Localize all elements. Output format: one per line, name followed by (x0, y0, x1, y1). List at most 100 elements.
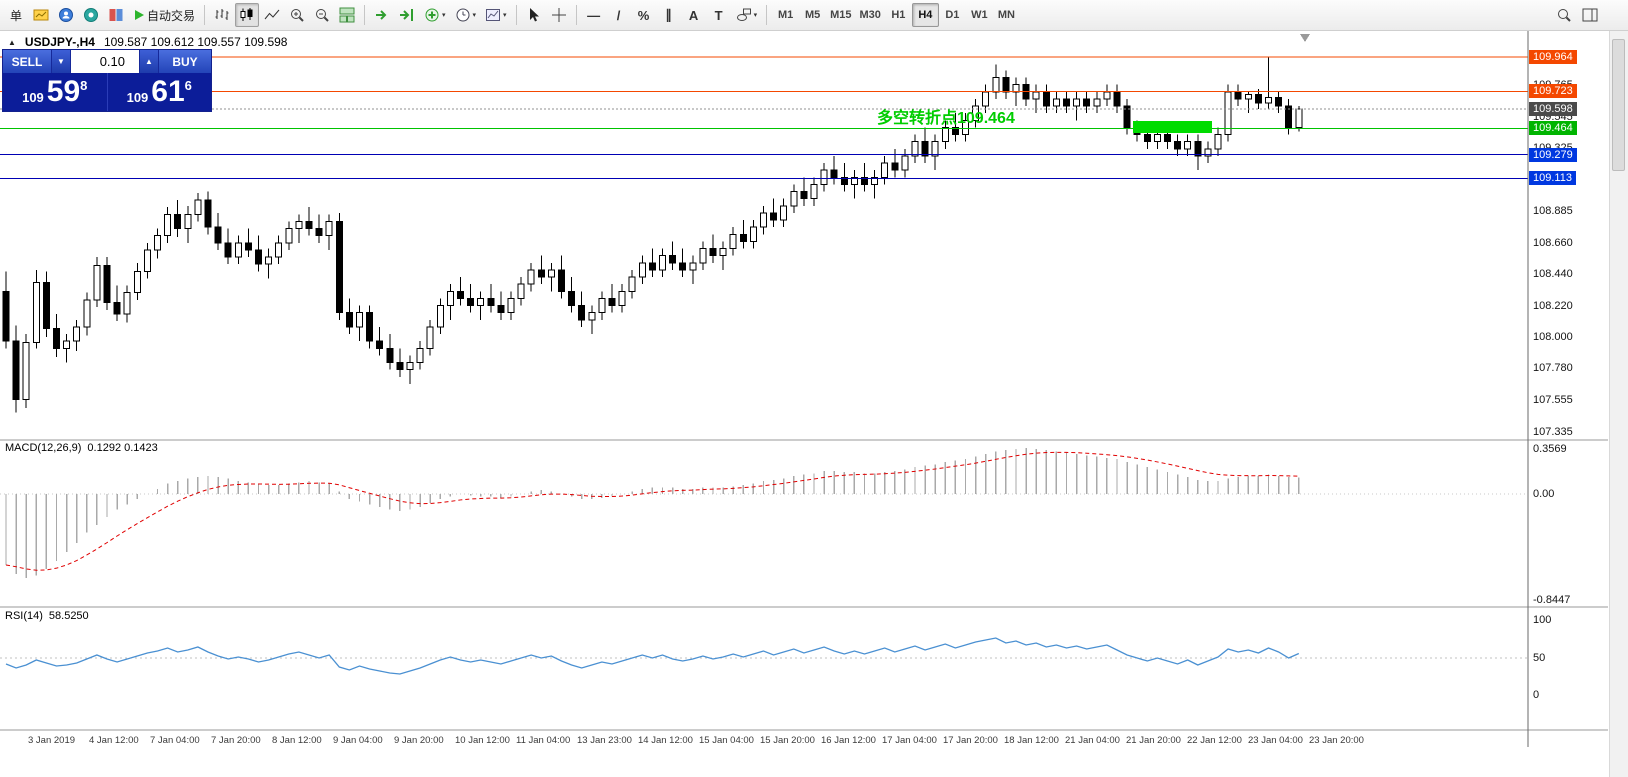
svg-text:22 Jan 12:00: 22 Jan 12:00 (1187, 735, 1242, 746)
indicators-button[interactable]: ▾ (420, 3, 450, 27)
chevron-down-icon: ▾ (472, 12, 477, 19)
svg-text:7 Jan 04:00: 7 Jan 04:00 (150, 735, 200, 746)
rsi-scale-100: 100 (1533, 614, 1552, 626)
line-chart-button[interactable] (260, 3, 284, 27)
svg-text:18 Jan 12:00: 18 Jan 12:00 (1004, 735, 1059, 746)
autotrading-button[interactable]: 自动交易 (129, 3, 199, 27)
price-scale[interactable]: 109.765109.545109.325108.885108.660108.4… (1529, 0, 1608, 777)
price-scale-label: 107.780 (1533, 362, 1573, 375)
fibonacci-glyph: % (637, 7, 650, 23)
tile-windows-button[interactable] (335, 3, 359, 27)
market-watch-icon[interactable] (104, 3, 128, 27)
label-tool-button[interactable]: T (707, 3, 731, 27)
symbol-period-label: USDJPY-,H4 (24, 35, 95, 49)
shapes-tool-button[interactable]: ▾ (732, 3, 762, 27)
vertical-scrollbar[interactable] (1609, 31, 1628, 777)
price-scale-label: 107.555 (1533, 394, 1573, 407)
chevron-down-icon: ▾ (442, 12, 446, 19)
rsi-indicator (0, 637, 1528, 675)
sell-button[interactable]: SELL (3, 50, 51, 73)
ask-price[interactable]: 109 61 6 (108, 73, 212, 111)
text-tool-button[interactable]: A (682, 3, 706, 27)
rsi-value: 58.5250 (48, 610, 89, 622)
volume-up-button[interactable]: ▲ (139, 50, 159, 73)
templates-button[interactable]: ▾ (481, 3, 511, 27)
cursor-tool-button[interactable] (522, 3, 546, 27)
rsi-panel-separator[interactable] (0, 605, 1608, 610)
periods-button[interactable]: ▾ (451, 3, 481, 27)
ask-big-digits: 61 (151, 75, 185, 108)
svg-text:21 Jan 20:00: 21 Jan 20:00 (1126, 735, 1181, 746)
price-scale-label: 108.000 (1533, 330, 1573, 343)
scrollbar-thumb[interactable] (1612, 39, 1625, 171)
macd-label: MACD(12,26,9) 0.1292 0.1423 (5, 442, 158, 454)
macd-panel-separator[interactable] (0, 438, 1608, 443)
price-level-lines (0, 56, 1528, 179)
horizontal-line-tool-button[interactable]: — (582, 3, 606, 27)
auto-scroll-button[interactable] (370, 3, 394, 27)
svg-text:7 Jan 20:00: 7 Jan 20:00 (211, 735, 261, 746)
buy-button[interactable]: BUY (159, 50, 211, 73)
one-click-trading-panel: SELL ▼ ▲ BUY 109 59 8 109 61 6 (2, 49, 212, 112)
text-tool-glyph: A (688, 7, 699, 23)
panel-borders (0, 31, 1608, 747)
price-badge: 109.113 (1529, 171, 1576, 186)
price-scale-label: 108.220 (1533, 299, 1573, 312)
search-icon[interactable] (1552, 3, 1576, 27)
timeframe-h4-button[interactable]: H4 (911, 3, 939, 27)
channel-tool-button[interactable]: ∥ (657, 3, 681, 27)
order-button[interactable]: 单 (4, 3, 28, 27)
bid-price[interactable]: 109 59 8 (3, 73, 108, 111)
svg-text:9 Jan 20:00: 9 Jan 20:00 (394, 735, 444, 746)
timeframe-w1-button[interactable]: W1 (971, 9, 988, 21)
candlestick-chart-button[interactable] (235, 3, 260, 27)
volume-down-button[interactable]: ▼ (51, 50, 71, 73)
bar-chart-button[interactable] (210, 3, 234, 27)
rsi-scale-50: 50 (1533, 652, 1546, 664)
one-click-toggle-icon[interactable]: ▲ (8, 37, 16, 47)
zoom-in-button[interactable] (285, 3, 309, 27)
order-button-label: 单 (9, 8, 22, 23)
highlight-rectangle (1133, 120, 1212, 134)
timeframe-m1-button[interactable]: M1 (777, 9, 794, 21)
chart-shift-button[interactable] (395, 3, 419, 27)
svg-text:15 Jan 04:00: 15 Jan 04:00 (699, 735, 754, 746)
crosshair-tool-button[interactable] (547, 3, 571, 27)
timeframe-m15-button[interactable]: M15 (830, 9, 852, 21)
svg-text:23 Jan 04:00: 23 Jan 04:00 (1248, 735, 1303, 746)
label-tool-glyph: T (714, 7, 723, 23)
timeframe-d1-button[interactable]: D1 (945, 9, 960, 21)
timeframe-m5-button[interactable]: M5 (804, 9, 821, 21)
macd-scale-max: 0.3569 (1533, 443, 1567, 455)
channel-glyph: ∥ (665, 7, 672, 22)
profile-icon[interactable] (54, 3, 78, 27)
ask-pip-digit: 6 (184, 78, 192, 93)
svg-text:23 Jan 20:00: 23 Jan 20:00 (1309, 735, 1364, 746)
help-icon[interactable] (79, 3, 103, 27)
price-badge: 109.464 (1529, 121, 1577, 136)
macd-values: 0.1292 0.1423 (87, 442, 158, 454)
price-badge: 109.279 (1529, 147, 1577, 162)
macd-scale-zero: 0.00 (1533, 488, 1555, 500)
ask-prefix: 109 (126, 89, 149, 105)
zoom-out-button[interactable] (310, 3, 334, 27)
fibonacci-tool-button[interactable]: % (632, 3, 656, 27)
price-scale-label: 108.885 (1533, 204, 1573, 217)
timeframe-h1-button[interactable]: H1 (891, 9, 906, 21)
volume-input[interactable] (71, 50, 139, 73)
svg-text:8 Jan 12:00: 8 Jan 12:00 (272, 735, 322, 746)
price-scale-label: 107.335 (1533, 425, 1573, 438)
turning-point-annotation: 多空转折点109.464 (877, 110, 1015, 127)
macd-name: MACD(12,26,9) (5, 442, 82, 454)
new-chart-icon[interactable] (29, 3, 53, 27)
trendline-tool-button[interactable]: / (607, 3, 631, 27)
bid-pip-digit: 8 (80, 78, 88, 93)
autotrading-label: 自动交易 (147, 8, 196, 23)
timeframe-m30-button[interactable]: M30 (859, 9, 881, 21)
panels-icon[interactable] (1578, 3, 1602, 27)
timeframe-mn-button[interactable]: MN (997, 9, 1015, 21)
svg-text:11 Jan 04:00: 11 Jan 04:00 (516, 735, 570, 746)
timeframe-group: M1 M5 M15 M30 H1 H4 D1 W1 MN (772, 3, 1020, 27)
